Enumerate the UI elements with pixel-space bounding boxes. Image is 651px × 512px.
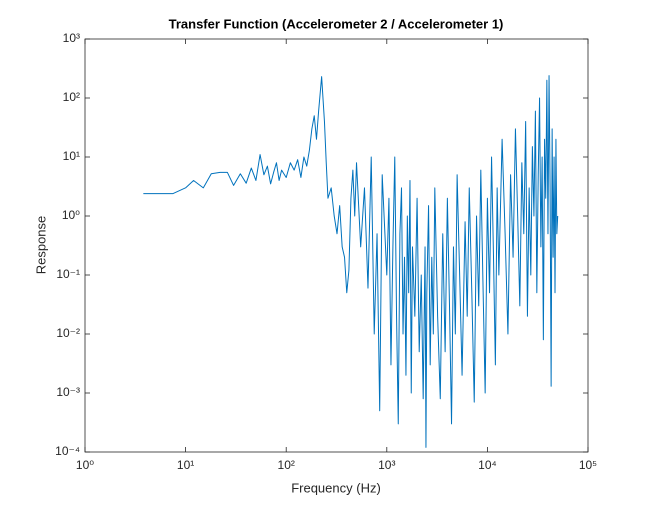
y-tick-label: 10²: [63, 90, 80, 104]
y-tick-label: 10³: [63, 31, 80, 45]
y-tick-label: 10⁻¹: [56, 267, 80, 281]
x-tick-label: 10⁵: [579, 458, 597, 472]
x-tick-label: 10²: [278, 458, 295, 472]
x-tick-label: 10⁰: [76, 458, 94, 472]
data-line: [143, 75, 559, 448]
y-tick-label: 10⁻²: [56, 326, 80, 340]
x-tick-label: 10⁴: [478, 458, 497, 472]
y-tick-label: 10⁻⁴: [55, 444, 80, 458]
y-tick-label: 10¹: [63, 149, 80, 163]
x-tick-label: 10¹: [177, 458, 194, 472]
y-tick-label: 10⁰: [62, 208, 80, 222]
x-tick-label: 10³: [378, 458, 395, 472]
plot-area: [84, 38, 589, 453]
x-axis-label: Frequency (Hz): [291, 480, 381, 495]
y-tick-label: 10⁻³: [56, 385, 80, 399]
y-axis-label: Response: [33, 216, 48, 275]
chart-title: Transfer Function (Accelerometer 2 / Acc…: [169, 16, 504, 31]
